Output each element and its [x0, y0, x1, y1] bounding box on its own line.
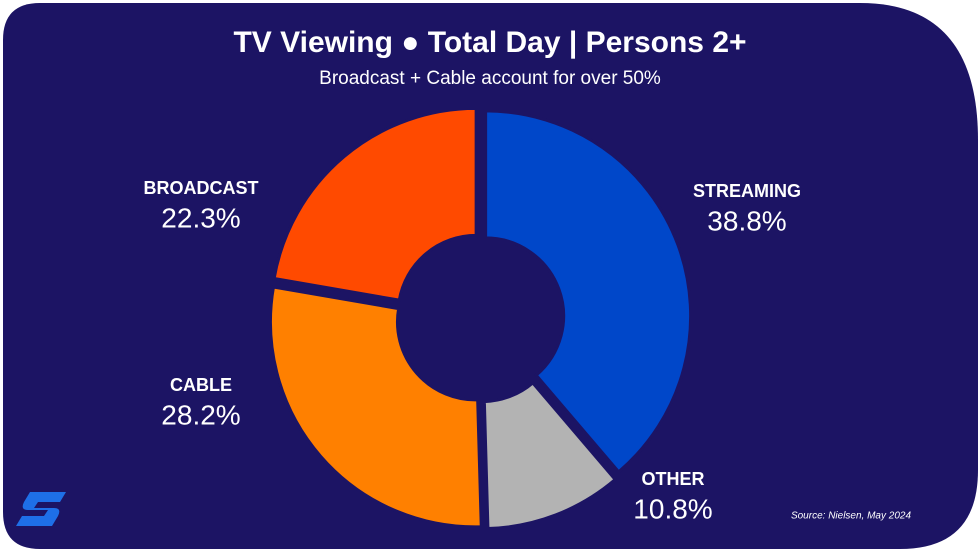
slice-value-label: 22.3%	[161, 202, 240, 233]
chart-subtitle: Broadcast + Cable account for over 50%	[319, 68, 661, 89]
slice-value-label: 28.2%	[161, 399, 240, 430]
donut-slice	[482, 380, 618, 531]
slice-category-label: BROADCAST	[144, 178, 259, 198]
slice-category-label: OTHER	[642, 469, 705, 489]
slice-value-label: 38.8%	[707, 205, 786, 236]
logo	[16, 492, 66, 526]
donut	[268, 106, 693, 531]
slice-value-label: 10.8%	[633, 493, 712, 524]
donut-slice	[272, 106, 478, 302]
donut-slice	[484, 109, 693, 475]
slice-category-label: CABLE	[170, 375, 232, 395]
background	[3, 3, 978, 549]
donut-slice	[268, 285, 483, 529]
slice-category-label: STREAMING	[693, 181, 801, 201]
chart-title: TV Viewing ● Total Day | Persons 2+	[233, 26, 746, 59]
source-note: Source: Nielsen, May 2024	[791, 511, 912, 522]
